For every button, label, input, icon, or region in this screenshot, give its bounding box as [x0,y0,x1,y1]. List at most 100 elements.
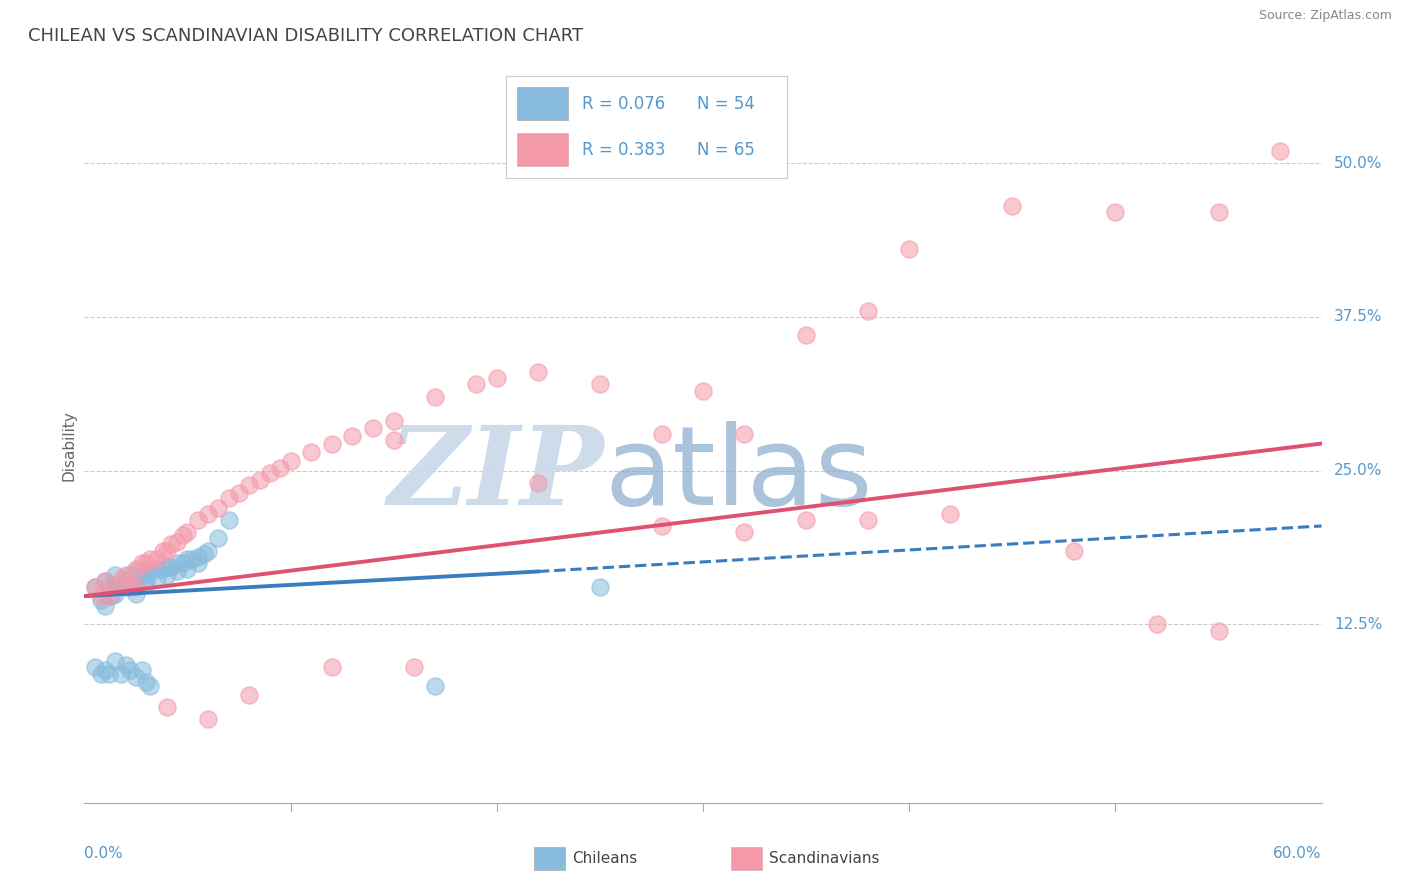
Point [98,581,121,595]
Point [131,556,153,570]
Point [160,559,183,574]
Text: ZIP: ZIP [388,421,605,528]
Point [114,581,136,595]
Point [382,414,405,428]
Point [118,663,141,677]
Point [94,574,117,589]
Point [104,568,127,582]
Point [527,475,550,490]
Point [733,525,755,540]
Point [125,576,148,591]
Point [197,543,219,558]
Point [589,377,612,392]
Point [135,675,157,690]
Point [94,663,117,677]
Point [187,556,209,570]
Point [125,581,148,595]
Point [166,565,188,579]
Text: Source: ZipAtlas.com: Source: ZipAtlas.com [1258,9,1392,22]
Point [856,303,879,318]
Point [197,712,219,726]
Point [187,549,209,564]
Point [152,562,174,576]
Point [423,679,446,693]
Text: N = 65: N = 65 [697,141,755,159]
Text: 37.5%: 37.5% [1334,310,1382,325]
Point [94,599,117,613]
Point [135,565,157,579]
Point [104,581,127,595]
Point [156,568,179,582]
Point [145,552,167,566]
Text: 0.0%: 0.0% [84,846,124,861]
Point [794,513,817,527]
Point [145,562,167,576]
Point [118,581,141,595]
Point [98,589,121,603]
Point [125,587,148,601]
Point [139,679,162,693]
Point [156,559,179,574]
Point [110,572,132,586]
Point [166,535,188,549]
Text: Chileans: Chileans [572,852,637,866]
Point [651,426,673,441]
Text: 25.0%: 25.0% [1334,463,1382,478]
Point [269,461,291,475]
Text: 12.5%: 12.5% [1334,617,1382,632]
Point [342,429,364,443]
Point [98,666,121,681]
Point [238,688,260,702]
Y-axis label: Disability: Disability [60,410,76,482]
Point [172,556,194,570]
Point [83,660,105,674]
Point [90,666,112,681]
Point [94,574,117,589]
Point [733,426,755,441]
Point [423,390,446,404]
Point [939,507,962,521]
Point [187,513,209,527]
Point [145,571,167,585]
Point [692,384,714,398]
Point [1270,144,1292,158]
Text: R = 0.383: R = 0.383 [582,141,665,159]
Point [218,491,240,505]
Point [361,420,384,434]
Point [238,478,260,492]
Point [1104,205,1126,219]
Point [259,466,281,480]
Point [131,568,153,582]
Point [83,581,105,595]
Point [321,660,343,674]
Point [321,436,343,450]
Point [118,568,141,582]
Point [856,513,879,527]
Text: atlas: atlas [605,421,873,528]
Point [193,547,215,561]
Point [197,507,219,521]
Point [135,572,157,586]
Point [114,658,136,673]
Point [1208,624,1230,638]
Point [104,581,127,595]
Point [228,485,250,500]
Point [160,537,183,551]
Point [651,519,673,533]
Text: 60.0%: 60.0% [1274,846,1322,861]
Point [249,474,271,488]
Point [382,433,405,447]
Point [90,589,112,603]
Point [110,666,132,681]
Point [114,568,136,582]
Point [207,500,229,515]
Text: CHILEAN VS SCANDINAVIAN DISABILITY CORRELATION CHART: CHILEAN VS SCANDINAVIAN DISABILITY CORRE… [28,27,583,45]
Text: R = 0.076: R = 0.076 [582,95,665,112]
Point [114,574,136,589]
Point [1001,199,1024,213]
Text: N = 54: N = 54 [697,95,755,112]
Point [152,543,174,558]
Point [794,328,817,343]
Point [589,581,612,595]
Point [1208,205,1230,219]
